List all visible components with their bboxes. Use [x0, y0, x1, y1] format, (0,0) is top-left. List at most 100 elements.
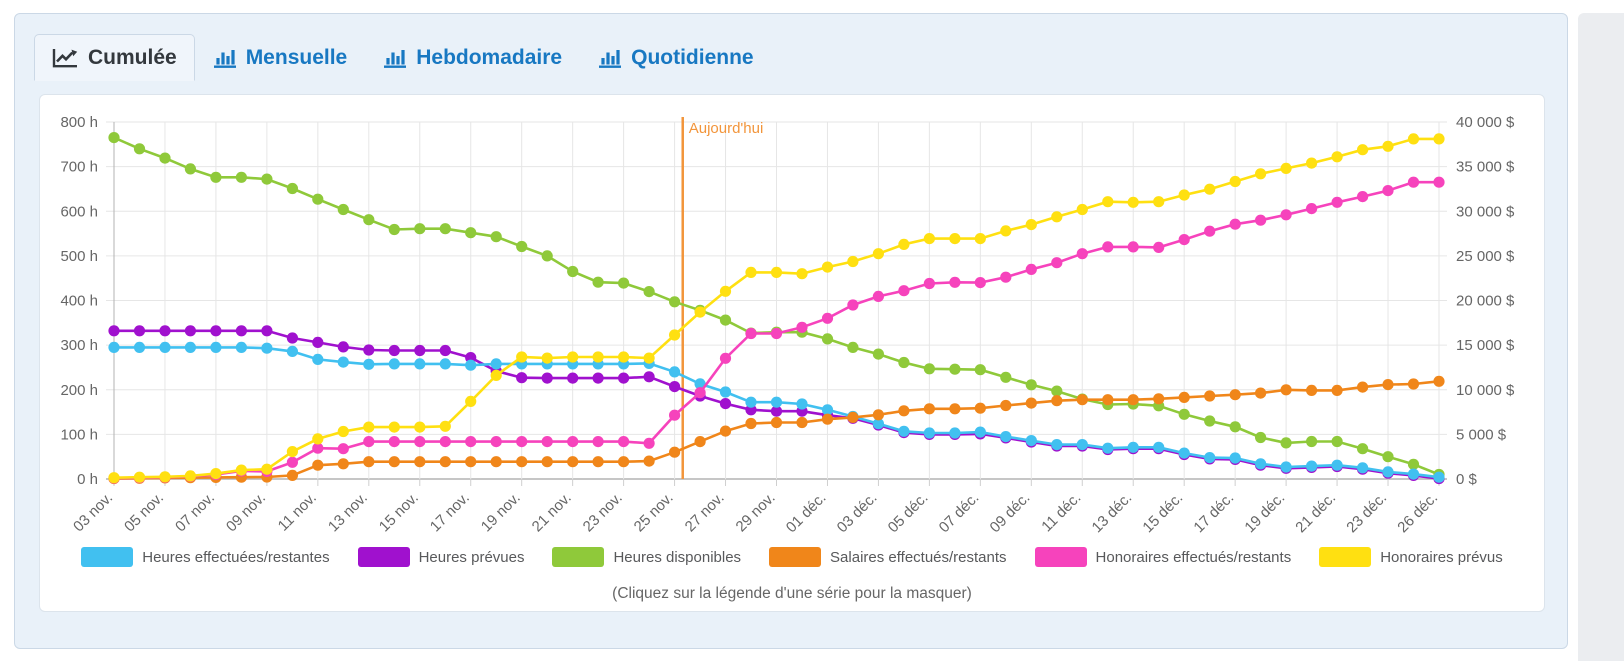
data-point[interactable]	[643, 437, 655, 449]
data-point[interactable]	[847, 299, 859, 311]
data-point[interactable]	[1025, 435, 1037, 447]
data-point[interactable]	[1127, 441, 1139, 453]
data-point[interactable]	[1178, 391, 1190, 403]
data-point[interactable]	[643, 352, 655, 364]
data-point[interactable]	[669, 296, 681, 308]
data-point[interactable]	[286, 345, 298, 357]
data-point[interactable]	[235, 464, 247, 476]
data-point[interactable]	[592, 276, 604, 288]
data-point[interactable]	[465, 227, 477, 239]
data-point[interactable]	[1127, 241, 1139, 253]
data-point[interactable]	[235, 325, 247, 337]
data-point[interactable]	[1331, 459, 1343, 471]
data-point[interactable]	[770, 396, 783, 408]
data-point[interactable]	[286, 446, 298, 458]
data-point[interactable]	[1178, 234, 1190, 246]
data-point[interactable]	[1229, 421, 1241, 433]
data-point[interactable]	[490, 436, 502, 448]
cumulative-chart-svg[interactable]: 0 h 0 $ 100 h 5 000 $ 200 h 10 000 $ 300 h 15 0…	[40, 95, 1546, 543]
legend-item-salaireseffectuesrestants[interactable]: Salaires effectués/restants	[755, 547, 1020, 567]
legend-item-heuresdisponibles[interactable]: Heures disponibles	[538, 547, 755, 567]
data-point[interactable]	[286, 332, 298, 344]
data-point[interactable]	[210, 341, 222, 353]
data-point[interactable]	[1331, 435, 1343, 448]
data-point[interactable]	[337, 443, 349, 455]
data-point[interactable]	[414, 223, 426, 235]
data-point[interactable]	[1051, 257, 1063, 269]
data-point[interactable]	[1025, 379, 1037, 391]
data-point[interactable]	[618, 372, 630, 384]
data-point[interactable]	[1153, 441, 1165, 453]
data-point[interactable]	[1255, 431, 1267, 444]
data-point[interactable]	[1000, 371, 1012, 383]
data-point[interactable]	[1204, 183, 1216, 195]
data-point[interactable]	[541, 456, 553, 468]
data-point[interactable]	[898, 425, 910, 437]
data-point[interactable]	[1102, 196, 1114, 208]
data-point[interactable]	[1025, 263, 1037, 275]
data-point[interactable]	[1407, 176, 1420, 188]
data-point[interactable]	[133, 341, 146, 353]
data-point[interactable]	[1127, 394, 1139, 406]
data-point[interactable]	[618, 456, 630, 468]
data-point[interactable]	[821, 312, 834, 324]
data-point[interactable]	[1255, 458, 1267, 470]
data-point[interactable]	[719, 398, 732, 410]
data-point[interactable]	[1357, 144, 1369, 156]
data-point[interactable]	[490, 456, 502, 468]
data-point[interactable]	[516, 240, 528, 253]
data-point[interactable]	[312, 433, 324, 445]
data-point[interactable]	[974, 402, 986, 414]
data-point[interactable]	[643, 371, 655, 383]
data-point[interactable]	[414, 421, 426, 433]
data-point[interactable]	[821, 404, 834, 416]
data-point[interactable]	[1331, 151, 1343, 163]
data-point[interactable]	[694, 378, 706, 390]
data-point[interactable]	[1255, 168, 1267, 180]
data-point[interactable]	[1357, 462, 1369, 474]
data-point[interactable]	[465, 395, 477, 407]
data-point[interactable]	[439, 420, 451, 432]
data-point[interactable]	[974, 364, 986, 376]
data-point[interactable]	[1000, 271, 1012, 283]
data-point[interactable]	[159, 341, 171, 353]
data-point[interactable]	[872, 409, 885, 421]
tab-mensuelle[interactable]: Mensuelle	[195, 34, 366, 81]
data-point[interactable]	[133, 143, 146, 155]
data-point[interactable]	[159, 325, 171, 337]
data-point[interactable]	[618, 277, 630, 289]
data-point[interactable]	[159, 471, 171, 483]
data-point[interactable]	[1000, 431, 1012, 443]
data-point[interactable]	[1280, 461, 1292, 473]
data-point[interactable]	[770, 266, 783, 278]
data-point[interactable]	[210, 171, 222, 183]
data-point[interactable]	[439, 456, 451, 468]
data-point[interactable]	[541, 436, 553, 448]
data-point[interactable]	[796, 268, 808, 280]
data-point[interactable]	[516, 372, 528, 384]
data-point[interactable]	[669, 446, 681, 458]
data-point[interactable]	[1306, 203, 1318, 215]
data-point[interactable]	[949, 427, 961, 439]
data-point[interactable]	[439, 436, 451, 448]
data-point[interactable]	[1407, 133, 1420, 145]
data-point[interactable]	[847, 411, 859, 423]
data-point[interactable]	[1382, 185, 1394, 197]
data-point[interactable]	[592, 351, 604, 363]
data-point[interactable]	[592, 372, 604, 384]
data-point[interactable]	[898, 356, 910, 369]
data-point[interactable]	[159, 152, 171, 164]
data-point[interactable]	[1229, 452, 1241, 464]
data-point[interactable]	[337, 458, 349, 470]
data-point[interactable]	[312, 193, 324, 205]
data-point[interactable]	[1306, 435, 1318, 448]
data-point[interactable]	[643, 286, 655, 298]
data-point[interactable]	[388, 456, 400, 468]
data-point[interactable]	[949, 276, 961, 288]
data-point[interactable]	[1255, 387, 1267, 399]
data-point[interactable]	[872, 418, 885, 430]
tab-hebdomadaire[interactable]: Hebdomadaire	[365, 34, 580, 81]
data-point[interactable]	[312, 336, 324, 348]
data-point[interactable]	[337, 425, 349, 438]
data-point[interactable]	[388, 223, 400, 236]
